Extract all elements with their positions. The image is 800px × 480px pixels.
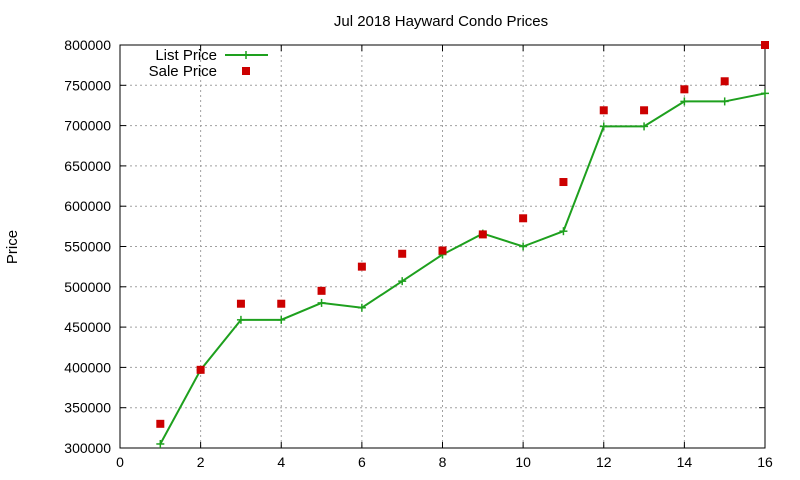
list-price-point [277, 315, 286, 324]
y-tick-label: 800000 [64, 37, 111, 53]
sale-price-point [398, 249, 407, 258]
x-tick-label: 8 [439, 454, 447, 470]
sale-price-point [720, 77, 729, 86]
x-tick-label: 2 [197, 454, 205, 470]
x-tick-label: 14 [677, 454, 693, 470]
y-tick-label: 350000 [64, 400, 111, 416]
list-price-point [599, 122, 608, 131]
x-tick-label: 12 [596, 454, 612, 470]
y-tick-label: 700000 [64, 118, 111, 134]
sale-price-point [559, 178, 568, 187]
series [156, 41, 769, 448]
y-tick-label: 400000 [64, 359, 111, 375]
sale-price-point [680, 85, 689, 94]
sale-price-point [519, 214, 528, 223]
sale-price-point [761, 41, 769, 49]
legend-key-sale-price [242, 67, 250, 75]
list-price-point [398, 277, 407, 286]
x-tick-label: 6 [358, 454, 366, 470]
legend: List Price Sale Price [149, 47, 268, 80]
list-price-point [317, 298, 326, 307]
y-axis-label: Price [4, 230, 21, 264]
y-tick-label: 650000 [64, 158, 111, 174]
sale-price-point [478, 230, 487, 239]
grid [120, 45, 765, 448]
list-price-point [720, 97, 729, 106]
sale-price-point [599, 106, 608, 115]
x-tick-label: 0 [116, 454, 124, 470]
y-tick-label: 550000 [64, 239, 111, 255]
sale-price-point [317, 286, 326, 295]
chart-title: Jul 2018 Hayward Condo Prices [334, 13, 548, 30]
list-price-line [159, 92, 766, 445]
list-price-point [357, 303, 366, 312]
ticks: 300000 350000 400000 450000 500000 550000 6000… [64, 37, 773, 470]
sale-price-point [640, 106, 649, 115]
sale-price-point [156, 419, 165, 428]
y-tick-label: 500000 [64, 279, 111, 295]
sale-price-point [196, 365, 205, 374]
list-price-point [640, 122, 649, 131]
legend-key-list-price [225, 51, 268, 59]
legend-label-list-price: List Price [155, 47, 217, 64]
legend-label-sale-price: Sale Price [149, 63, 217, 80]
list-price-point [236, 315, 245, 324]
list-price-point [156, 439, 165, 448]
list-price-point [559, 227, 568, 236]
list-price-point [519, 242, 528, 251]
x-tick-label: 4 [277, 454, 285, 470]
y-tick-label: 750000 [64, 77, 111, 93]
list-price-point [680, 97, 689, 106]
list-price-point [761, 89, 769, 98]
sale-price-point [236, 299, 245, 308]
x-tick-label: 16 [757, 454, 773, 470]
x-tick-label: 10 [515, 454, 531, 470]
legend-marker-sale-price [242, 67, 250, 75]
legend-marker-list-price [242, 51, 250, 59]
sale-price-point [277, 299, 286, 308]
y-tick-label: 300000 [64, 440, 111, 456]
y-tick-label: 450000 [64, 319, 111, 335]
sale-price-point [357, 262, 366, 271]
y-tick-label: 600000 [64, 198, 111, 214]
sale-price-point [438, 246, 447, 255]
